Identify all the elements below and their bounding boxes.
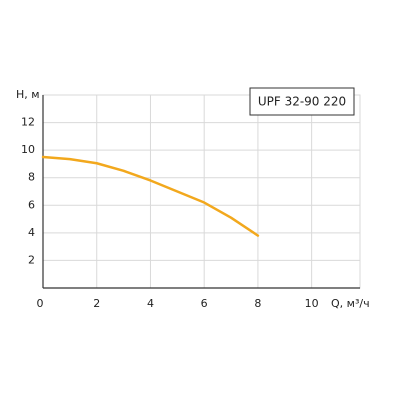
legend-box xyxy=(249,87,355,116)
y-axis-label: H, м xyxy=(16,88,40,101)
curve xyxy=(41,155,260,237)
y-tick-label: 6 xyxy=(28,198,35,211)
x-tick-label: 6 xyxy=(201,297,208,310)
x-tick-label: 8 xyxy=(254,297,261,310)
y-tick-label: 12 xyxy=(21,116,35,129)
y-tick-label: 10 xyxy=(21,143,35,156)
y-tick-label: 8 xyxy=(28,171,35,184)
x-tick-label: 0 xyxy=(37,297,44,310)
y-tick-label: 4 xyxy=(28,226,35,239)
x-tick-label: 10 xyxy=(305,297,319,310)
x-tick-label: 2 xyxy=(93,297,100,310)
x-tick-label: 4 xyxy=(147,297,154,310)
x-axis-label: Q, м³/ч xyxy=(331,297,370,310)
legend-label: UPF 32-90 220 xyxy=(258,95,346,109)
y-tick-label: 2 xyxy=(28,253,35,266)
